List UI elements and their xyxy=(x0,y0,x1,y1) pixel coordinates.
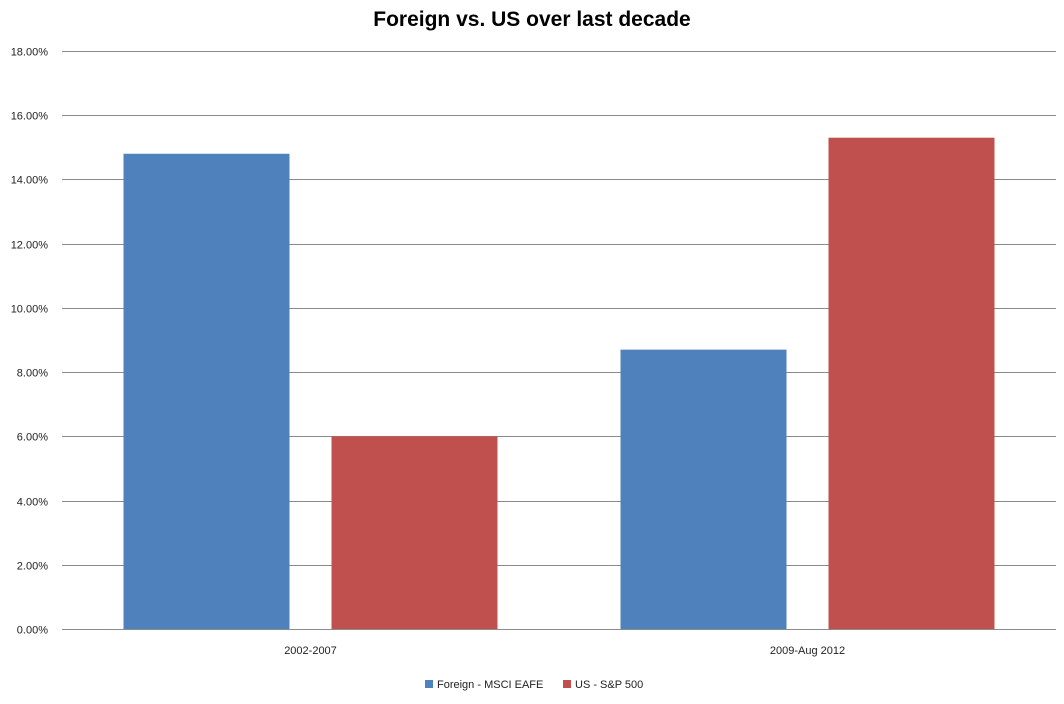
y-tick-label: 0.00% xyxy=(17,625,48,637)
y-tick-label: 14.00% xyxy=(11,175,49,187)
y-tick-label: 4.00% xyxy=(17,497,48,509)
y-tick-label: 6.00% xyxy=(17,432,48,444)
chart-title: Foreign vs. US over last decade xyxy=(373,8,691,31)
x-tick-label: 2009-Aug 2012 xyxy=(770,645,845,657)
legend-swatch xyxy=(425,680,433,688)
x-tick-label: 2002-2007 xyxy=(284,645,337,657)
legend: Foreign - MSCI EAFE US - S&P 500 xyxy=(425,679,643,691)
legend-label: Foreign - MSCI EAFE xyxy=(437,679,543,691)
y-tick-label: 10.00% xyxy=(11,304,49,316)
bar-foreign-0 xyxy=(123,153,290,629)
legend-label: US - S&P 500 xyxy=(575,679,643,691)
bar-foreign-1 xyxy=(620,349,787,629)
y-tick-label: 12.00% xyxy=(11,240,49,252)
y-tick-label: 8.00% xyxy=(17,368,48,380)
y-tick-label: 16.00% xyxy=(11,111,49,123)
x-axis-tick-labels: 2002-2007 2009-Aug 2012 xyxy=(284,645,845,657)
y-tick-label: 18.00% xyxy=(11,47,49,59)
bar-us-1 xyxy=(828,137,995,629)
y-tick-label: 2.00% xyxy=(17,561,48,573)
legend-swatch xyxy=(563,680,571,688)
bars xyxy=(123,137,995,629)
y-axis-tick-labels: 0.00% 2.00% 4.00% 6.00% 8.00% 10.00% 12.00% 14.… xyxy=(11,47,49,637)
bar-us-0 xyxy=(331,436,498,629)
